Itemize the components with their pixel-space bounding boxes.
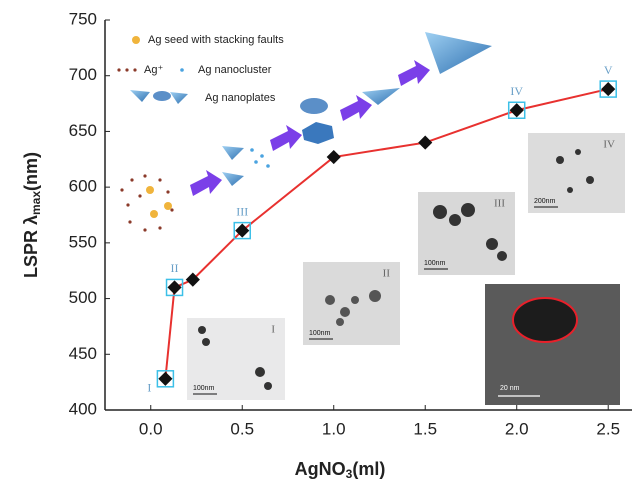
y-axis-label: LSPR λmax(nm) <box>21 152 43 278</box>
scale-bar-label: 100nm <box>193 385 215 392</box>
legend-text: Ag nanoplates <box>205 92 276 104</box>
y-tick-label: 450 <box>69 344 97 363</box>
legend-text: Ag nanocluster <box>198 64 272 76</box>
inset-label: I <box>271 324 275 336</box>
y-tick-label: 700 <box>69 65 97 84</box>
inset-label: II <box>383 268 391 280</box>
x-tick-label: 1.0 <box>322 419 346 438</box>
y-tick-label: 400 <box>69 399 97 418</box>
scale-bar-label: 200nm <box>534 198 556 205</box>
data-point <box>601 82 615 96</box>
x-tick-label: 0.5 <box>230 419 254 438</box>
page: 400 450 500 550 600 650 700 750 0.0 0.5 1.0 1.5 2.0 2… <box>0 0 635 491</box>
x-tick-label: 1.5 <box>413 419 437 438</box>
x-tick-label: 0.0 <box>139 419 163 438</box>
point-label: IV <box>510 84 523 98</box>
data-point <box>510 103 524 117</box>
y-tick-label: 650 <box>69 121 97 140</box>
point-label: V <box>604 63 613 77</box>
legend-text: Ag⁺ <box>144 64 163 76</box>
inset-label: III <box>494 198 505 210</box>
data-point <box>167 280 181 294</box>
y-tick-label: 600 <box>69 177 97 196</box>
x-axis-label-main: AgNO <box>295 459 346 479</box>
y-tick-label: 550 <box>69 232 97 251</box>
chart: 400 450 500 550 600 650 700 750 0.0 0.5 1.0 1.5 2.0 2… <box>0 0 635 486</box>
hrtem-scale-label: 20 nm <box>500 385 520 392</box>
x-tick-label: 2.0 <box>505 419 529 438</box>
point-label: II <box>171 261 179 275</box>
x-axis-label: AgNO3(ml) <box>295 459 386 481</box>
y-axis-label-main: LSPR λ <box>21 215 41 278</box>
data-point <box>158 372 172 386</box>
scale-bar-label: 100nm <box>424 260 446 267</box>
y-axis-label-sub: max <box>29 191 43 215</box>
legend-text: Ag seed with stacking faults <box>148 34 284 46</box>
data-point <box>418 136 432 150</box>
y-tick-label: 750 <box>69 9 97 28</box>
point-label: I <box>147 381 151 395</box>
x-tick-label: 2.5 <box>596 419 620 438</box>
point-label: III <box>236 204 248 218</box>
y-axis-label-tail: (nm) <box>21 152 41 191</box>
x-axis-label-tail: (ml) <box>352 459 385 479</box>
y-tick-label: 500 <box>69 288 97 307</box>
inset-label: IV <box>603 139 615 151</box>
scale-bar-label: 100nm <box>309 330 331 337</box>
